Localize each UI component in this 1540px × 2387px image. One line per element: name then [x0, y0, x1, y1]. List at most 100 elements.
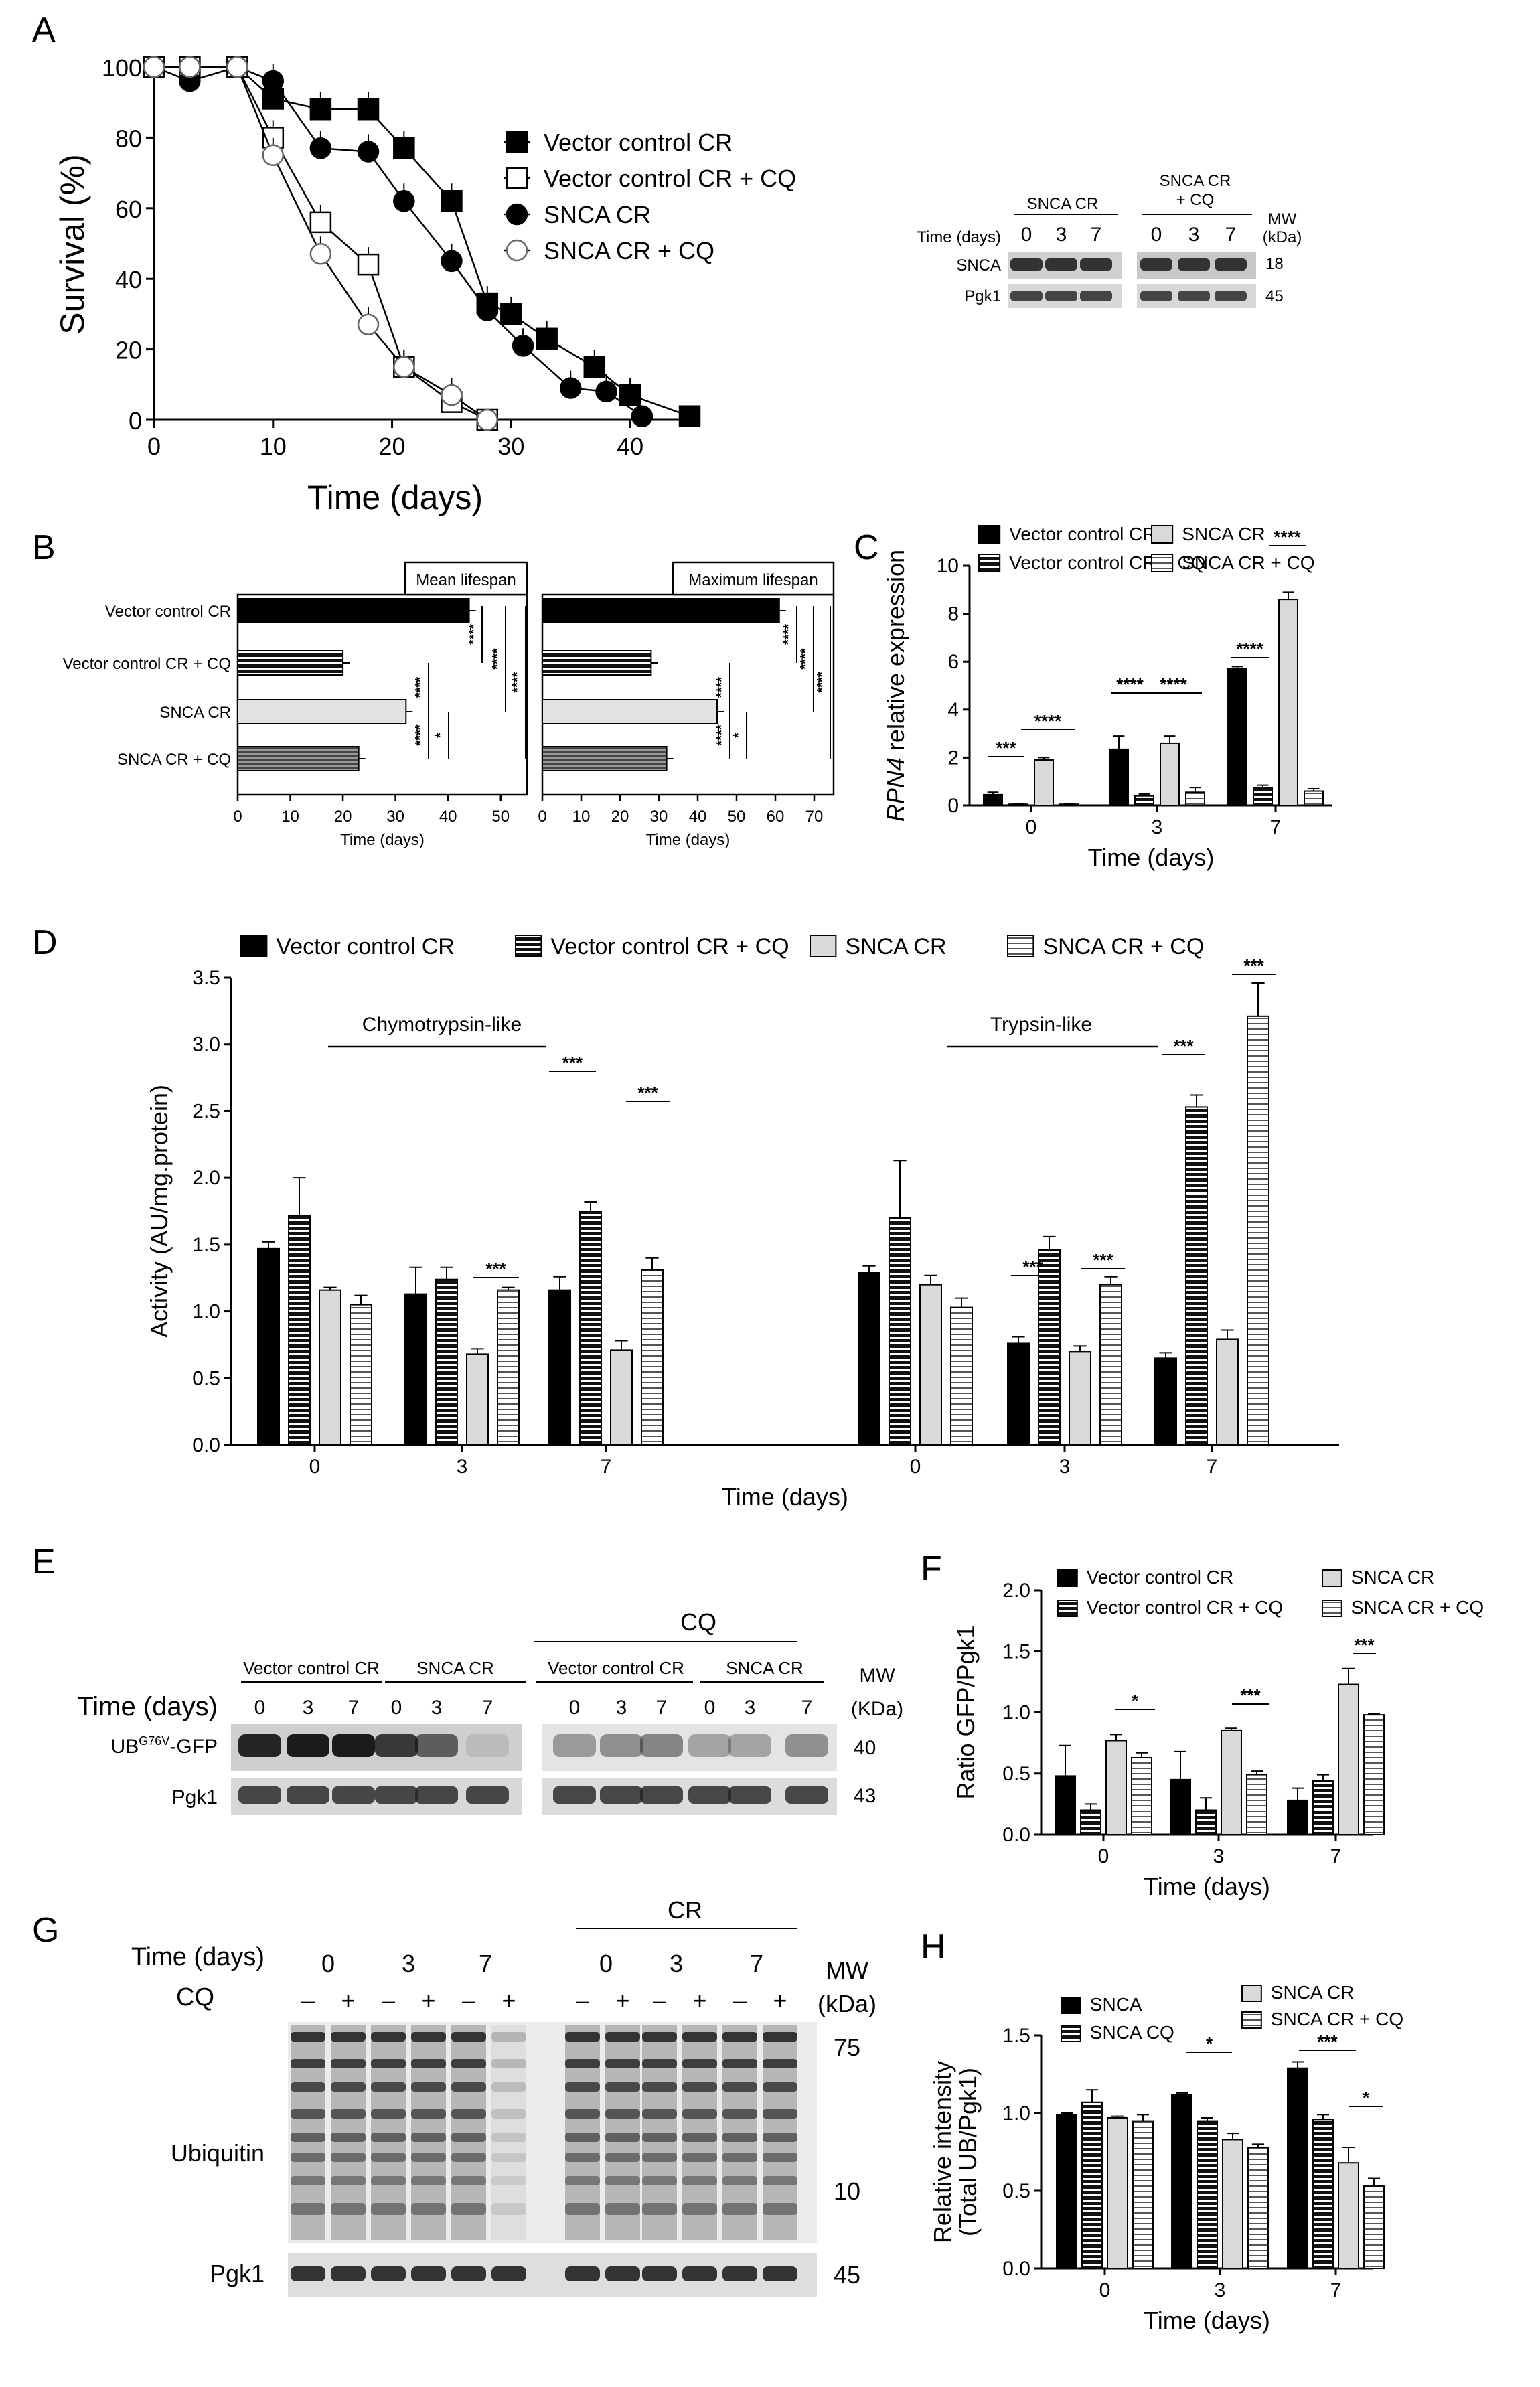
- blot-band: [605, 2082, 640, 2092]
- legend-label: SNCA CR + CQ: [1043, 934, 1204, 959]
- blot-band: [451, 2176, 486, 2185]
- bar: [950, 1306, 973, 1446]
- blot-band: [451, 2059, 486, 2068]
- significance-label: ****: [467, 624, 481, 645]
- bar: [542, 650, 652, 676]
- blot-time: 0: [1151, 224, 1162, 246]
- blot-row-label: Pgk1: [210, 2260, 264, 2287]
- blot-band: [238, 1786, 281, 1804]
- legend-label: Vector control CR + CQ: [1009, 552, 1205, 573]
- panel-label-f: F: [921, 1549, 942, 1588]
- blot-band: [722, 2133, 757, 2142]
- x-tick-label: 20: [611, 807, 629, 826]
- bar: [1253, 787, 1273, 807]
- x-tick-label: 0: [1099, 2279, 1111, 2301]
- plot-frame: [236, 593, 528, 796]
- blot-band: [411, 2203, 446, 2215]
- category-label: SNCA CR + CQ: [117, 751, 231, 769]
- x-tick-label: 3: [1215, 2279, 1226, 2301]
- y-tick-label: 40: [115, 266, 142, 293]
- blot-band: [451, 2082, 486, 2092]
- data-point: [441, 250, 463, 273]
- blot-band: [605, 2109, 640, 2119]
- group-label: Trypsin-like: [990, 1014, 1092, 1036]
- blot-band: [642, 2176, 677, 2185]
- y-tick-label: 3.5: [192, 967, 220, 989]
- blot-band: [728, 1786, 771, 1804]
- blot-header: Vector control CR: [243, 1658, 380, 1678]
- x-tick-label: 20: [334, 807, 352, 826]
- data-point: [262, 70, 285, 92]
- blot-band: [291, 2153, 325, 2162]
- y-tick-label: 0.5: [1002, 1763, 1030, 1785]
- blot-band: [682, 2082, 717, 2092]
- panel-label-c: C: [854, 528, 879, 567]
- blot-band: [466, 1734, 509, 1757]
- significance-label: ****: [781, 624, 796, 645]
- blot-sign: +: [341, 1987, 355, 2014]
- legend-swatch: [978, 554, 1001, 572]
- legend-swatch: [978, 525, 1001, 544]
- blot-band: [763, 2082, 797, 2092]
- legend-swatch: [240, 935, 268, 957]
- significance-label: ****: [1034, 711, 1062, 731]
- blot-mw-label: MW: [826, 1956, 868, 1984]
- blot-band: [291, 2032, 325, 2042]
- legend-label: SNCA CR + CQ: [544, 237, 714, 264]
- bar: [257, 1247, 280, 1446]
- legend-label: Vector control CR: [1009, 524, 1156, 544]
- x-tick-label: 7: [1207, 1456, 1218, 1478]
- y-tick-label: 1.5: [1002, 1640, 1030, 1663]
- data-point: [441, 384, 463, 406]
- blot-band: [640, 1734, 683, 1757]
- significance-label: ****: [413, 677, 428, 698]
- blot-time: 3: [670, 1950, 683, 1977]
- data-point: [678, 405, 701, 427]
- y-tick-label: 20: [115, 337, 142, 364]
- blot-band: [763, 2203, 797, 2215]
- legend-swatch: [1007, 935, 1034, 957]
- blot-row-label: SNCA: [956, 256, 1001, 275]
- blot-band: [411, 2082, 446, 2092]
- significance-label: ****: [490, 648, 505, 669]
- blot-sign: –: [576, 1987, 589, 2014]
- blot-time: 7: [801, 1697, 813, 1719]
- blot-time-label: Time (days): [917, 228, 1001, 246]
- legend-label: SNCA CQ: [1090, 2022, 1174, 2043]
- blot-band: [491, 2082, 526, 2092]
- bar: [1007, 1342, 1030, 1446]
- legend-swatch: [1322, 1569, 1342, 1587]
- y-tick-label: 10: [937, 555, 959, 577]
- x-tick-label: 0: [233, 807, 242, 826]
- significance-label: *: [1206, 2033, 1213, 2054]
- blot-band: [415, 1786, 458, 1804]
- legend-label: SNCA CR + CQ: [1351, 1597, 1484, 1618]
- legend-label: SNCA CR: [845, 934, 946, 959]
- significance-label: ****: [798, 648, 813, 669]
- blot-band: [371, 2153, 406, 2162]
- bar: [1132, 2120, 1154, 2270]
- y-tick-label: 4: [947, 699, 959, 721]
- bar: [579, 1211, 602, 1446]
- blot-band: [605, 2032, 640, 2042]
- blot-mw: 40: [854, 1737, 876, 1759]
- blot-band: [451, 2266, 486, 2281]
- blot-cq-label: CQ: [176, 1983, 214, 2011]
- blot-band: [1045, 291, 1077, 301]
- blot-band: [682, 2203, 717, 2215]
- significance-label: ***: [1317, 2031, 1338, 2052]
- blot-band: [642, 2059, 677, 2068]
- blot-band: [605, 2133, 640, 2142]
- blot-band: [331, 2176, 366, 2185]
- bar: [1171, 2094, 1192, 2269]
- bar: [1105, 1740, 1127, 1836]
- blot-band: [763, 2176, 797, 2185]
- blot-band: [722, 2176, 757, 2185]
- data-point: [143, 56, 165, 78]
- bar: [1338, 2162, 1359, 2269]
- blot-time: 3: [303, 1697, 314, 1719]
- x-tick-label: 0: [1098, 1845, 1109, 1867]
- bar: [237, 650, 344, 676]
- blot-band: [331, 2266, 366, 2281]
- blot-mw-label: MW: [1268, 210, 1297, 228]
